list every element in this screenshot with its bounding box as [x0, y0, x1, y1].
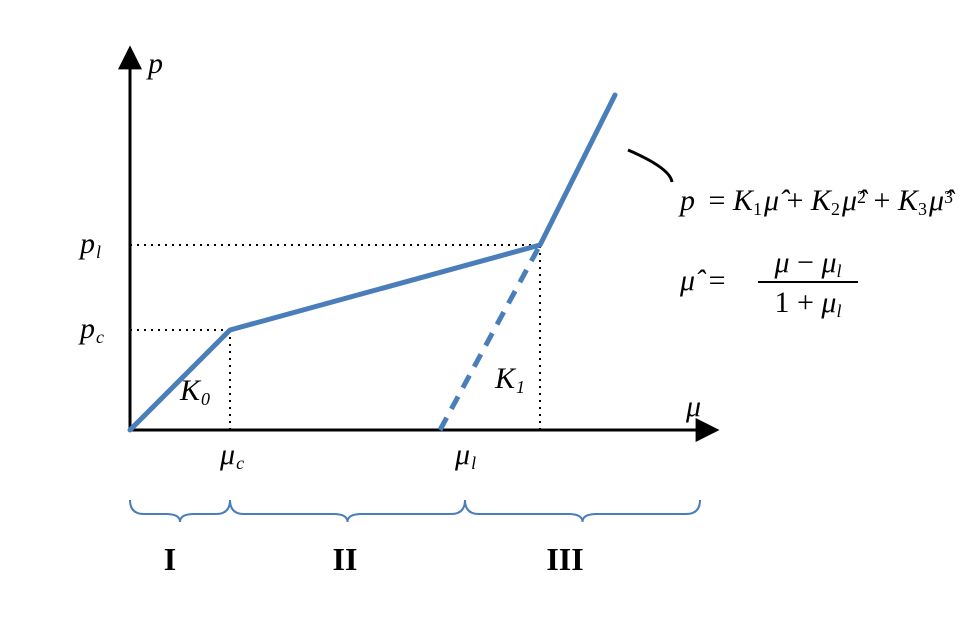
- equation-muhat-num: μ − μl: [773, 246, 841, 281]
- annotation-arc: [628, 150, 672, 182]
- equation-cubic: p = K1μ̂ + K2μ̂2 + K3μ̂3: [678, 184, 956, 219]
- xtick-muc: μc: [219, 438, 244, 473]
- label-K1: K1: [494, 362, 525, 397]
- region-label-I: I: [164, 541, 176, 577]
- dashed-k1-line: [440, 245, 540, 430]
- equation-muhat-lhs: μ̂ =: [679, 264, 725, 297]
- ytick-pl: pl: [78, 227, 101, 262]
- brace-region-III: [465, 500, 700, 522]
- brace-region-I: [130, 500, 230, 522]
- brace-region-II: [230, 500, 465, 522]
- ytick-pc: pc: [78, 312, 104, 347]
- region-label-III: III: [546, 541, 583, 577]
- p-mu-curve: [130, 95, 615, 430]
- xtick-mul: μl: [454, 438, 476, 473]
- x-axis-label: μ: [685, 390, 701, 423]
- equation-muhat-den: 1 + μl: [775, 286, 842, 321]
- label-K0: K0: [179, 374, 210, 409]
- y-axis-label: p: [146, 47, 163, 80]
- region-label-II: II: [333, 541, 358, 577]
